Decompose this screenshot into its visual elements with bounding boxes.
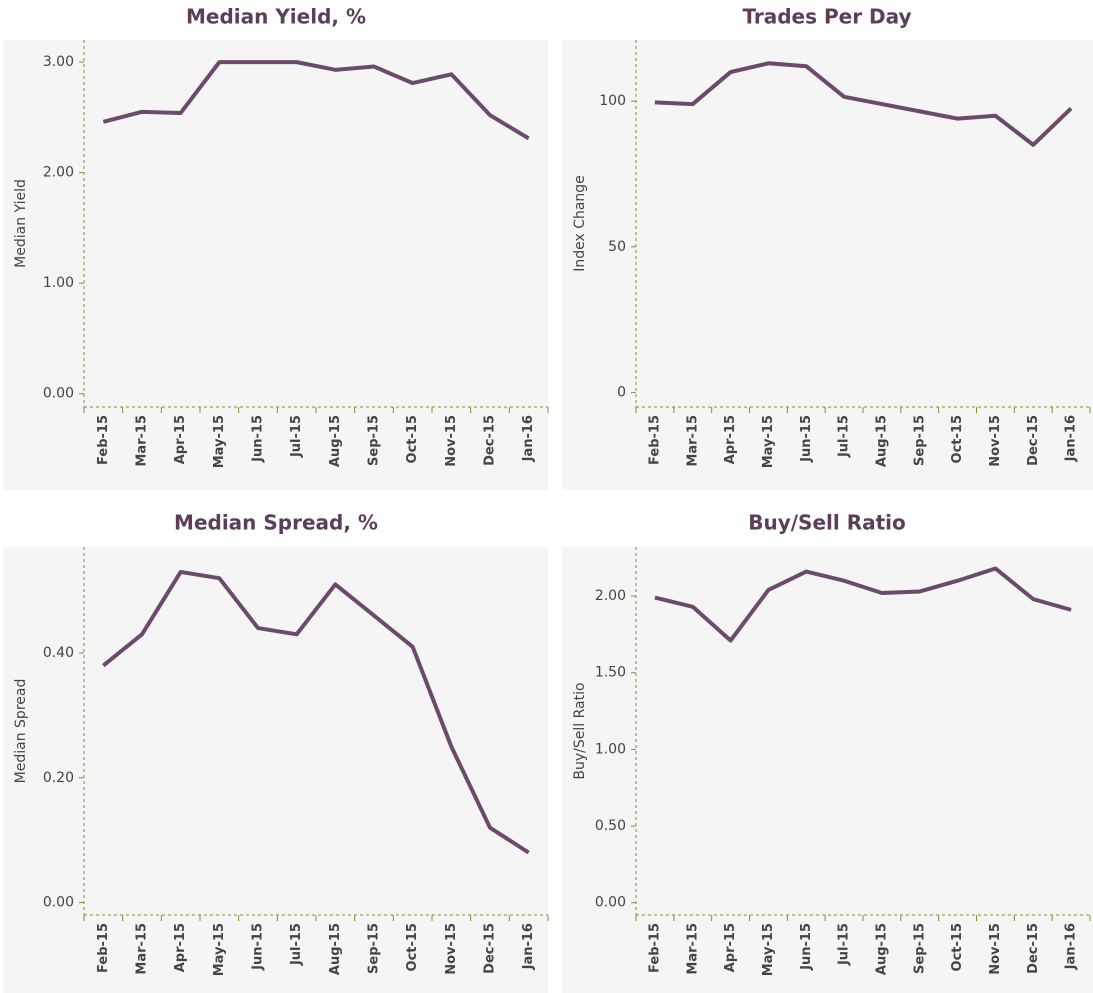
chart-title: Median Yield, % (186, 5, 366, 29)
x-tick-label: Apr-15 (173, 923, 188, 972)
data-line (654, 61, 1073, 147)
x-tick-label: May-15 (212, 415, 227, 468)
x-tick-label: Sep-15 (912, 923, 927, 974)
chart-title: Buy/Sell Ratio (748, 511, 906, 535)
x-tick-label: Aug-15 (874, 415, 889, 467)
x-tick-label: Oct-15 (405, 923, 420, 971)
chart-title: Median Spread, % (174, 511, 378, 535)
x-tick-label: Oct-15 (950, 923, 965, 971)
x-tick-label: Apr-15 (173, 415, 188, 464)
x-tick-label: Jul-15 (837, 923, 852, 966)
x-tick-label: Sep-15 (367, 923, 382, 974)
y-tick-label: 0.40 (43, 645, 74, 661)
y-tick-label: 0.50 (595, 818, 626, 834)
x-tick-label: May-15 (761, 923, 776, 976)
x-tick-label: Aug-15 (328, 923, 343, 975)
y-tick-label: 0.20 (43, 770, 74, 786)
y-tick-label: 1.00 (595, 741, 626, 757)
chart-title: Trades Per Day (742, 5, 911, 29)
y-tick-label: 0.00 (43, 386, 74, 402)
plot-background (562, 547, 1093, 993)
x-tick-label: Oct-15 (405, 415, 420, 463)
y-axis-label: Median Yield (13, 179, 29, 268)
x-tick-label: Dec-15 (1026, 923, 1041, 974)
x-tick-label: Jul-15 (289, 415, 304, 458)
x-tick-label: Jul-15 (289, 923, 304, 966)
plot-background (3, 547, 548, 993)
y-axis-label: Index Change (572, 175, 588, 272)
x-tick-label: Nov-15 (988, 923, 1003, 975)
plot-background (3, 40, 548, 490)
x-tick-label: Feb-15 (647, 923, 662, 973)
x-tick-label: Jun-15 (251, 923, 266, 971)
x-tick-label: Jan-16 (1064, 415, 1079, 462)
x-tick-label: Oct-15 (950, 415, 965, 463)
x-tick-label: Feb-15 (96, 923, 111, 973)
x-tick-label: Aug-15 (874, 923, 889, 975)
x-tick-label: Jun-15 (799, 923, 814, 971)
x-tick-label: Jun-15 (799, 415, 814, 463)
y-tick-label: 1.00 (43, 275, 74, 291)
y-tick-label: 0.00 (595, 895, 626, 911)
y-tick-label: 2.00 (595, 588, 626, 604)
y-axis-label: Median Spread (13, 679, 29, 784)
chart-panel: Buy/Sell Ratio Buy/Sell Ratio 0.00 0.50 1.00… (562, 511, 1093, 993)
data-line (102, 60, 530, 141)
x-tick-label: Apr-15 (723, 923, 738, 972)
x-tick-label: Sep-15 (367, 415, 382, 466)
x-tick-label: Mar-15 (135, 923, 150, 975)
y-tick-label: 3.00 (43, 54, 74, 70)
x-tick-label: Dec-15 (483, 415, 498, 466)
x-tick-label: May-15 (212, 923, 227, 976)
chart-panel: Trades Per Day Index Change 0 50 100 Feb-15 Ma… (562, 5, 1093, 490)
y-tick-label: 50 (608, 239, 626, 255)
x-tick-label: Mar-15 (685, 923, 700, 975)
y-axis-label: Buy/Sell Ratio (572, 682, 588, 779)
x-tick-label: Jan-16 (521, 923, 536, 970)
y-tick-label: 2.00 (43, 165, 74, 181)
x-tick-label: Mar-15 (135, 415, 150, 467)
x-tick-label: Nov-15 (444, 415, 459, 467)
y-tick-label: 100 (599, 93, 626, 109)
x-tick-label: Jun-15 (251, 415, 266, 463)
chart-panel: Median Spread, % Median Spread 0.00 0.20 0.4… (3, 511, 549, 993)
y-tick-label: 0.00 (43, 895, 74, 911)
x-tick-label: Jul-15 (837, 415, 852, 458)
y-tick-label: 1.50 (595, 665, 626, 681)
y-tick-label: 0 (617, 384, 626, 400)
x-tick-label: Jan-16 (1064, 923, 1079, 970)
x-tick-label: Nov-15 (444, 923, 459, 975)
data-line (102, 569, 530, 855)
x-tick-label: Dec-15 (483, 923, 498, 974)
x-tick-label: Feb-15 (96, 415, 111, 465)
x-tick-label: Dec-15 (1026, 415, 1041, 466)
x-tick-label: Feb-15 (647, 415, 662, 465)
data-line (654, 566, 1072, 643)
x-tick-label: Aug-15 (328, 415, 343, 467)
x-tick-label: May-15 (761, 415, 776, 468)
chart-panel: Median Yield, % Median Yield 0.00 1.00 2.00 3… (3, 5, 549, 490)
plot-background (562, 40, 1093, 490)
x-tick-label: Apr-15 (723, 415, 738, 464)
x-tick-label: Mar-15 (685, 415, 700, 467)
x-tick-label: Sep-15 (912, 415, 927, 466)
x-tick-label: Nov-15 (988, 415, 1003, 467)
x-tick-label: Jan-16 (521, 415, 536, 462)
